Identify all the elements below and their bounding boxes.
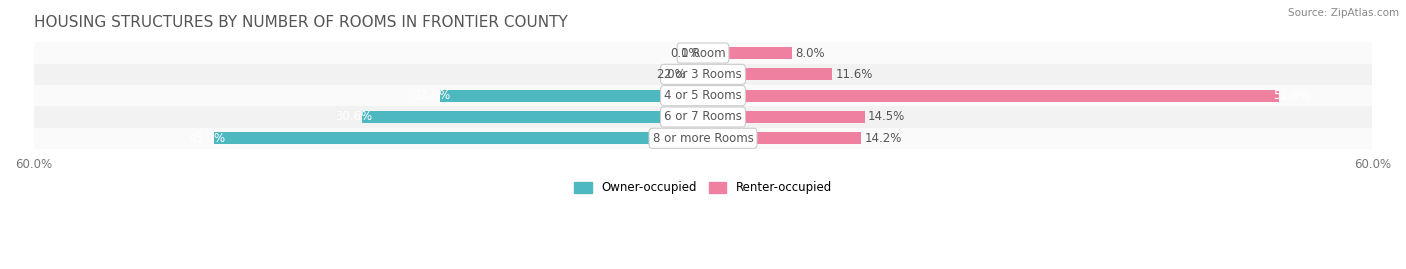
- Text: 4 or 5 Rooms: 4 or 5 Rooms: [664, 89, 742, 102]
- Bar: [34, 106, 1372, 128]
- Text: 8.0%: 8.0%: [796, 47, 825, 59]
- Bar: [703, 69, 832, 80]
- Text: 14.2%: 14.2%: [865, 132, 903, 145]
- Bar: [214, 132, 703, 144]
- Text: 2.0%: 2.0%: [657, 68, 686, 81]
- Bar: [34, 85, 1372, 106]
- Text: 43.8%: 43.8%: [188, 132, 225, 145]
- Bar: [440, 90, 703, 101]
- Text: 51.6%: 51.6%: [1274, 89, 1310, 102]
- Text: 14.5%: 14.5%: [868, 111, 905, 123]
- Bar: [34, 43, 1372, 64]
- Text: 30.6%: 30.6%: [336, 111, 373, 123]
- Text: 23.6%: 23.6%: [413, 89, 451, 102]
- Bar: [703, 47, 792, 59]
- Bar: [681, 69, 703, 80]
- Bar: [34, 128, 1372, 149]
- Bar: [703, 90, 1278, 101]
- Text: HOUSING STRUCTURES BY NUMBER OF ROOMS IN FRONTIER COUNTY: HOUSING STRUCTURES BY NUMBER OF ROOMS IN…: [34, 15, 567, 30]
- Text: Source: ZipAtlas.com: Source: ZipAtlas.com: [1288, 8, 1399, 18]
- Text: 0.0%: 0.0%: [671, 47, 700, 59]
- Legend: Owner-occupied, Renter-occupied: Owner-occupied, Renter-occupied: [569, 177, 837, 199]
- Text: 11.6%: 11.6%: [835, 68, 873, 81]
- Text: 2 or 3 Rooms: 2 or 3 Rooms: [664, 68, 742, 81]
- Bar: [361, 111, 703, 123]
- Text: 1 Room: 1 Room: [681, 47, 725, 59]
- Bar: [703, 111, 865, 123]
- Bar: [34, 64, 1372, 85]
- Bar: [703, 132, 862, 144]
- Text: 8 or more Rooms: 8 or more Rooms: [652, 132, 754, 145]
- Text: 6 or 7 Rooms: 6 or 7 Rooms: [664, 111, 742, 123]
